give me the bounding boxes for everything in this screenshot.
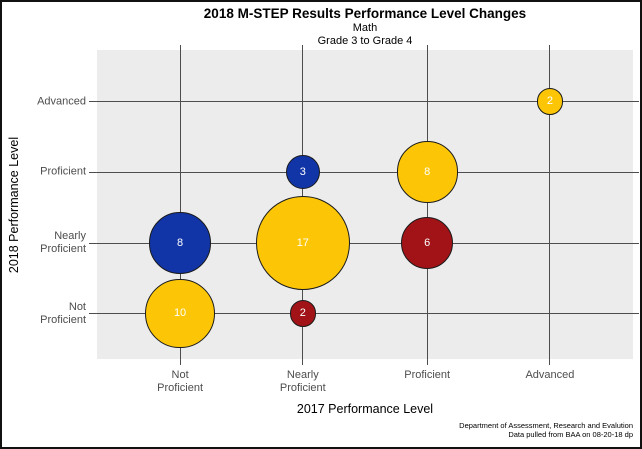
- bubble-not-proficient-to-not-proficient: 10: [145, 278, 215, 349]
- gridline-y-not-proficient: [89, 313, 639, 315]
- chart-subtitle-grades: Grade 3 to Grade 4: [317, 35, 413, 47]
- title-block: 2018 M-STEP Results Performance Level Ch…: [97, 5, 633, 48]
- bubble-proficient-to-nearly-proficient: 6: [401, 217, 454, 270]
- bubble-advanced-to-advanced: 2: [536, 88, 564, 115]
- bubble-proficient-to-proficient: 8: [396, 141, 458, 203]
- bubble-count-label: 2: [546, 95, 553, 108]
- gridline-y-proficient: [89, 171, 639, 173]
- bubble-count-label: 8: [424, 165, 431, 178]
- gridline-y-nearly-proficient: [89, 242, 639, 244]
- y-tick-nearly-proficient: Nearly Proficient: [40, 230, 86, 256]
- chart-subtitle-subject: Math: [352, 22, 378, 34]
- bubble-count-label: 2: [299, 307, 306, 320]
- y-tick-not-proficient: Not Proficient: [40, 300, 86, 326]
- y-tick-advanced: Advanced: [37, 95, 86, 108]
- bubble-not-proficient-to-nearly-proficient: 8: [149, 212, 211, 274]
- footer-line-department: Department of Assessment, Research and E…: [459, 421, 633, 430]
- gridline-y-advanced: [89, 101, 639, 103]
- bubble-count-label: 6: [424, 236, 431, 249]
- x-axis-title: 2017 Performance Level: [296, 402, 434, 416]
- bubble-nearly-proficient-to-not-proficient: 2: [289, 300, 316, 327]
- x-tick-proficient: Proficient: [404, 369, 451, 381]
- bubble-count-label: 8: [177, 236, 184, 249]
- x-tick-nearly-proficient: Nearly Proficient: [279, 369, 326, 394]
- x-tick-not-proficient: Not Proficient: [157, 369, 203, 394]
- footer-line-datasource: Data pulled from BAA on 08-20-18 dp: [508, 429, 633, 439]
- x-tick-advanced: Advanced: [525, 369, 575, 381]
- bubble-nearly-proficient-to-nearly-proficient: 17: [256, 196, 350, 290]
- gridline-x-not-proficient: [179, 45, 181, 365]
- gridline-x-advanced: [549, 45, 551, 365]
- bubble-count-label: 10: [173, 307, 187, 320]
- chart-title: 2018 M-STEP Results Performance Level Ch…: [203, 6, 527, 21]
- gridline-x-proficient: [426, 45, 428, 365]
- y-tick-proficient: Proficient: [40, 165, 86, 178]
- y-axis-title: 2018 Performance Level: [7, 136, 21, 274]
- bubble-count-label: 3: [299, 165, 306, 178]
- footer-attribution: Department of Assessment, Research and E…: [459, 421, 633, 439]
- bubble-count-label: 17: [296, 236, 309, 249]
- bubble-nearly-proficient-to-proficient: 3: [285, 154, 320, 190]
